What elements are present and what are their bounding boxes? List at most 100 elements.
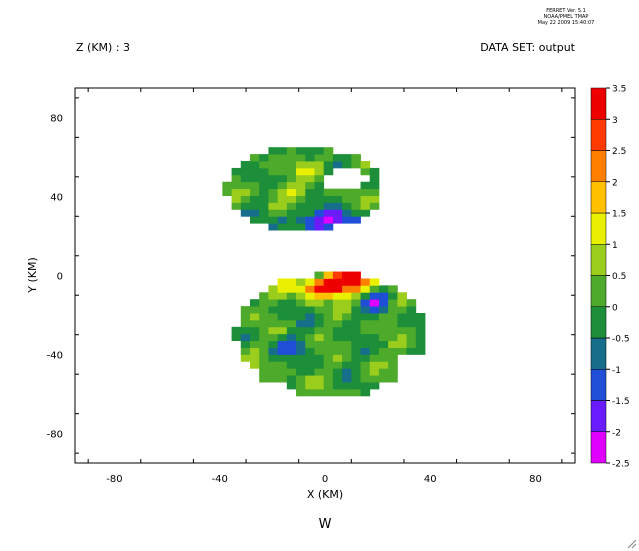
heatmap-cell xyxy=(259,188,269,196)
heatmap-cell xyxy=(369,347,380,355)
heatmap-cell xyxy=(305,209,315,217)
x-tick-label: -40 xyxy=(212,474,228,485)
heatmap-cell xyxy=(406,347,417,355)
heatmap-cell xyxy=(314,299,325,307)
heatmap-cell xyxy=(369,285,380,293)
heatmap-cell xyxy=(250,188,260,196)
heatmap-cell xyxy=(314,202,325,210)
heatmap-cell xyxy=(351,188,361,196)
heatmap-cell xyxy=(259,361,269,369)
heatmap-cell xyxy=(332,382,343,390)
heatmap-cell xyxy=(323,313,334,321)
heatmap-cell xyxy=(332,209,343,217)
heatmap-cell xyxy=(314,347,325,355)
heatmap-cell xyxy=(332,375,343,383)
heatmap-cell xyxy=(388,319,398,328)
heatmap-cell xyxy=(286,340,297,348)
heatmap-cell xyxy=(259,202,269,210)
heatmap-cell xyxy=(415,319,426,328)
heatmap-cell xyxy=(314,333,325,342)
heatmap-cell xyxy=(305,154,315,162)
heatmap-cell xyxy=(323,299,334,307)
heatmap-cells xyxy=(222,147,426,397)
heatmap-cell xyxy=(296,319,306,328)
heatmap-cell xyxy=(277,292,288,300)
colorbar-swatch xyxy=(590,119,607,151)
heatmap-cell xyxy=(406,313,417,321)
heatmap-cell xyxy=(332,361,343,369)
heatmap-cell xyxy=(351,368,361,376)
resize-grip-icon[interactable] xyxy=(625,537,637,549)
heatmap-cell xyxy=(240,313,251,321)
heatmap-cell xyxy=(286,368,297,376)
heatmap-cell xyxy=(250,354,260,362)
heatmap-cell xyxy=(268,292,279,300)
heatmap-cell xyxy=(286,313,297,321)
colorbar-tick-label: 3 xyxy=(612,116,618,126)
heatmap-cell xyxy=(296,195,306,203)
colorbar-swatch xyxy=(590,400,607,432)
heatmap-cell xyxy=(342,319,352,328)
heatmap-cell xyxy=(397,340,407,348)
heatmap-cell xyxy=(259,181,269,190)
heatmap-cell xyxy=(342,202,352,210)
heatmap-cell xyxy=(268,306,279,314)
heatmap-cell xyxy=(250,202,260,210)
heatmap-cell xyxy=(369,299,380,307)
heatmap-cell xyxy=(277,375,288,383)
y-tick-label: 80 xyxy=(50,114,63,125)
heatmap-cell xyxy=(342,313,352,321)
heatmap-cell xyxy=(323,354,334,362)
heatmap-cell xyxy=(388,306,398,314)
heatmap-cell xyxy=(351,278,361,286)
heatmap-cell xyxy=(268,181,279,190)
heatmap-cell xyxy=(369,167,380,176)
heatmap-cell xyxy=(342,161,352,169)
heatmap-cell xyxy=(397,306,407,314)
heatmap-cell xyxy=(323,340,334,348)
heatmap-cell xyxy=(240,340,251,348)
heatmap-cell xyxy=(351,382,361,390)
heatmap-cell xyxy=(240,174,251,183)
heatmap-cell xyxy=(259,167,269,176)
heatmap-cell xyxy=(286,382,297,390)
heatmap-cell xyxy=(296,181,306,190)
heatmap-cell xyxy=(314,375,325,383)
colorbar-swatch xyxy=(590,369,607,401)
heatmap-cell xyxy=(332,216,343,224)
heatmap-cell xyxy=(268,319,279,328)
heatmap-cell xyxy=(332,354,343,362)
heatmap-cell xyxy=(360,313,371,321)
x-axis-label: X (KM) xyxy=(307,488,343,501)
heatmap-cell xyxy=(268,354,279,362)
timestamp-text: May 22 2009 15:40:07 xyxy=(538,20,595,26)
heatmap-cell xyxy=(397,313,407,321)
heatmap-cell xyxy=(323,319,334,328)
heatmap-cell xyxy=(369,333,380,342)
colorbar-swatch xyxy=(590,337,607,370)
heatmap-cell xyxy=(388,340,398,348)
plot-area: -80 -40 0 40 80 -80 -40 0 40 80 xyxy=(47,87,576,485)
heatmap-cell xyxy=(305,161,315,169)
heatmap-cell xyxy=(406,306,417,314)
heatmap-cell xyxy=(305,333,315,342)
heatmap-cell xyxy=(259,209,269,217)
heatmap-cell xyxy=(378,326,389,335)
heatmap-cell xyxy=(259,319,269,328)
heatmap-cell xyxy=(259,340,269,348)
heatmap-cell xyxy=(259,161,269,169)
heatmap-cell xyxy=(250,209,260,217)
heatmap-cell xyxy=(342,216,352,224)
colorbar: 3.5 3 2.5 2 1.5 1 0.5 0 -0.5 -1 -1.5 -2 -2.5 xyxy=(590,85,630,470)
heatmap-cell xyxy=(231,167,242,176)
heatmap-cell xyxy=(314,313,325,321)
heatmap-cell xyxy=(305,340,315,348)
heatmap-cell xyxy=(277,223,288,231)
heatmap-cell xyxy=(286,174,297,183)
heatmap-cell xyxy=(342,326,352,335)
heatmap-cell xyxy=(268,188,279,196)
heatmap-cell xyxy=(342,154,352,162)
heatmap-cell xyxy=(369,174,380,183)
heatmap-cell xyxy=(388,368,398,376)
heatmap-cell xyxy=(332,292,343,300)
